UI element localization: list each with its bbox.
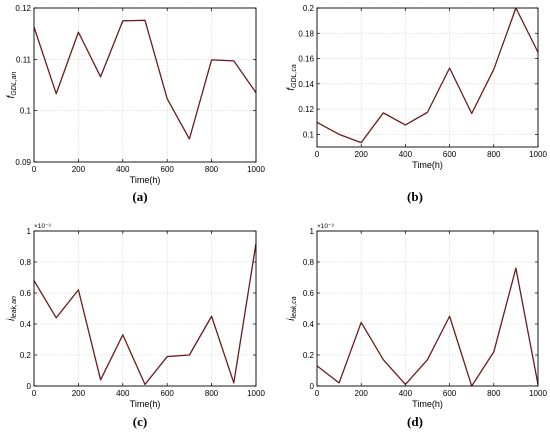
x-tick-label: 800	[205, 389, 219, 398]
y-tick-label: 0.09	[15, 158, 31, 167]
y-tick-label: 0	[310, 382, 315, 391]
x-tick-label: 0	[32, 389, 37, 398]
x-tick-label: 400	[399, 150, 413, 159]
axes-frame	[33, 7, 257, 163]
y-tick-label: 0.1	[20, 107, 32, 116]
axes-frame	[33, 230, 257, 387]
x-tick-label: 200	[355, 150, 369, 159]
y-tick-label: 0.18	[298, 29, 314, 38]
x-tick-label: 400	[116, 165, 130, 174]
y-tick-label: 0.12	[15, 4, 31, 13]
x-tick-label: 600	[161, 389, 175, 398]
x-tick-label: 1000	[529, 150, 547, 159]
x-tick-label: 1000	[247, 165, 265, 174]
chart-panel-4: 0 200 400 600 800 1000 0 0.2 0.4 0.6 0.8 1×10⁻³ Time…	[286, 223, 547, 429]
panel-label: (a)	[132, 189, 147, 204]
data-series-line	[316, 7, 539, 144]
y-axis-label-subscript: GDL,ca	[291, 64, 298, 88]
y-tick-label: 0.6	[20, 289, 32, 298]
axis-exponent-label: ×10⁻³	[317, 223, 334, 230]
x-axis-label: Time(h)	[130, 399, 161, 409]
panel-label: (d)	[407, 414, 423, 429]
y-tick-label: 0.4	[20, 320, 32, 329]
x-axis-label: Time(h)	[130, 175, 161, 185]
x-tick-label: 400	[399, 389, 413, 398]
y-tick-label: 0.1	[303, 130, 315, 139]
y-tick-label: 0.16	[298, 55, 314, 64]
x-tick-label: 800	[205, 165, 219, 174]
y-axis-label-main: f	[6, 94, 17, 98]
y-axis-label-subscript: leak,ca	[291, 296, 298, 318]
y-axis-label: ileak,an	[6, 296, 18, 321]
y-tick-label: 0.2	[303, 351, 315, 360]
y-tick-label: 1	[27, 227, 32, 236]
plot-background	[317, 8, 538, 147]
y-tick-label: 0.11	[16, 55, 32, 64]
panel-label: (c)	[133, 414, 147, 429]
y-tick-label: 0.2	[20, 351, 32, 360]
y-tick-label: 0.6	[303, 289, 315, 298]
y-axis-label-subscript: GDL,an	[11, 71, 18, 95]
x-tick-label: 200	[355, 389, 369, 398]
y-tick-label: 0.8	[303, 258, 315, 267]
y-axis-label: ileak,ca	[286, 296, 298, 321]
y-tick-label: 0.12	[298, 105, 314, 114]
y-tick-label: 1	[310, 227, 315, 236]
x-tick-label: 0	[32, 165, 37, 174]
y-axis-label-main: i	[6, 318, 17, 321]
x-tick-label: 600	[443, 150, 457, 159]
x-tick-label: 800	[487, 150, 501, 159]
x-tick-label: 1000	[247, 389, 265, 398]
plot-background	[34, 231, 256, 386]
axes-frame	[316, 7, 539, 148]
y-axis-label-main: f	[286, 87, 297, 91]
axis-exponent-label: ×10⁻³	[34, 223, 51, 230]
y-tick-label: 0.14	[298, 80, 314, 89]
y-axis-label-main: i	[286, 318, 297, 321]
data-series-line	[33, 19, 257, 140]
y-tick-label: 0.2	[303, 4, 315, 13]
y-tick-label: 0.4	[303, 320, 315, 329]
x-tick-label: 400	[116, 389, 130, 398]
x-tick-label: 0	[315, 389, 320, 398]
x-tick-label: 800	[487, 389, 501, 398]
x-tick-label: 200	[72, 389, 86, 398]
chart-panel-1: 0 200 400 600 800 1000 0.09 0.1 0.11 0.12 Time(h) f…	[6, 4, 265, 204]
panel-label: (b)	[407, 189, 423, 204]
y-tick-label: 0	[27, 382, 32, 391]
x-axis-label: Time(h)	[412, 399, 443, 409]
y-axis-label: fGDL,ca	[286, 64, 298, 91]
axes-frame	[316, 230, 539, 387]
x-tick-label: 0	[315, 150, 320, 159]
x-tick-label: 600	[161, 165, 175, 174]
data-series-line	[316, 267, 539, 387]
plot-background	[34, 8, 256, 162]
x-tick-label: 600	[443, 389, 457, 398]
chart-panel-3: 0 200 400 600 800 1000 0 0.2 0.4 0.6 0.8 1×10⁻³ Time…	[6, 223, 265, 429]
chart-panel-2: 0 200 400 600 800 1000 0.1 0.12 0.14 0.16 0.18 0.2 T…	[286, 4, 547, 204]
y-axis-label-subscript: leak,an	[11, 296, 18, 319]
y-tick-label: 0.8	[20, 258, 32, 267]
x-tick-label: 200	[72, 165, 86, 174]
x-tick-label: 1000	[529, 389, 547, 398]
x-axis-label: Time(h)	[412, 160, 443, 170]
data-series-line	[33, 243, 257, 386]
y-axis-label: fGDL,an	[6, 71, 18, 98]
